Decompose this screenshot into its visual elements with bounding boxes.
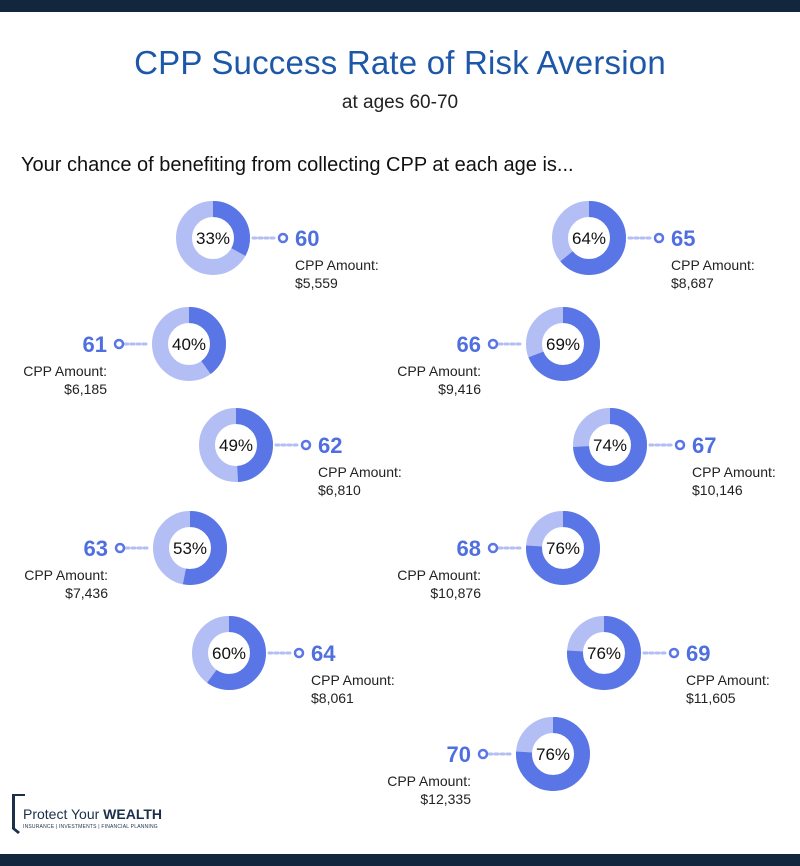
amount-value: $8,061 xyxy=(311,690,354,706)
top-band xyxy=(0,0,800,12)
donut-value-arc xyxy=(192,616,266,690)
bottom-band xyxy=(0,854,800,866)
amount-value: $10,876 xyxy=(430,585,481,601)
age-label: 61 xyxy=(83,332,107,357)
amount-value: $5,559 xyxy=(295,275,338,291)
amount-value: $12,335 xyxy=(420,791,471,807)
percent-label: 53% xyxy=(173,539,207,558)
connector-dot xyxy=(300,439,312,451)
donut-item-66: 69% 66 CPP Amount: $9,416 xyxy=(397,307,600,397)
donut-item-64: 60% 64 CPP Amount: $8,061 xyxy=(192,616,395,706)
donut-value-arc xyxy=(176,201,250,275)
donut-value-arc xyxy=(153,511,227,585)
amount-caption: CPP Amount: xyxy=(397,567,481,583)
amount-caption: CPP Amount: xyxy=(23,363,107,379)
connector-dot xyxy=(674,439,686,451)
amount-caption: CPP Amount: xyxy=(671,257,755,273)
percent-label: 76% xyxy=(546,539,580,558)
percent-label: 74% xyxy=(593,436,627,455)
connector-dot xyxy=(668,647,680,659)
amount-caption: CPP Amount: xyxy=(387,773,471,789)
amount-value: $9,416 xyxy=(438,381,481,397)
donut-value-arc xyxy=(199,408,273,482)
donut-item-70: 76% 70 CPP Amount: $12,335 xyxy=(387,717,590,807)
connector-dot xyxy=(293,647,305,659)
donut-item-62: 49% 62 CPP Amount: $6,810 xyxy=(199,408,402,498)
donut-item-65: 64% 65 CPP Amount: $8,687 xyxy=(552,201,755,291)
donut-value-arc xyxy=(526,307,600,381)
donut-item-61: 40% 61 CPP Amount: $6,185 xyxy=(23,307,226,397)
percent-label: 60% xyxy=(212,644,246,663)
chart-title: CPP Success Rate of Risk Aversion xyxy=(134,44,666,81)
logo: Protect Your WEALTH INSURANCE | INVESTME… xyxy=(10,792,180,842)
amount-caption: CPP Amount: xyxy=(318,464,402,480)
age-label: 63 xyxy=(84,536,108,561)
connector-dot xyxy=(114,542,126,554)
donut-item-60: 33% 60 CPP Amount: $5,559 xyxy=(176,201,379,291)
amount-value: $8,687 xyxy=(671,275,714,291)
age-label: 67 xyxy=(692,433,716,458)
percent-label: 69% xyxy=(546,335,580,354)
age-label: 64 xyxy=(311,641,336,666)
age-label: 62 xyxy=(318,433,342,458)
donut-value-arc xyxy=(567,616,641,690)
logo-tagline: INSURANCE | INVESTMENTS | FINANCIAL PLAN… xyxy=(23,824,158,830)
connector-dot xyxy=(487,338,499,350)
connector-dot xyxy=(477,748,489,760)
age-label: 69 xyxy=(686,641,710,666)
connector-dot xyxy=(277,232,289,244)
amount-caption: CPP Amount: xyxy=(692,464,776,480)
donut-item-63: 53% 63 CPP Amount: $7,436 xyxy=(24,511,227,601)
amount-value: $11,605 xyxy=(686,690,736,706)
amount-caption: CPP Amount: xyxy=(686,672,770,688)
shield-icon xyxy=(12,794,25,834)
amount-value: $10,146 xyxy=(692,482,743,498)
logo-name: Protect Your WEALTH xyxy=(23,806,163,822)
amount-value: $7,436 xyxy=(65,585,108,601)
donut-value-arc xyxy=(552,201,626,275)
percent-label: 33% xyxy=(196,229,230,248)
connector-dot xyxy=(487,542,499,554)
percent-label: 49% xyxy=(219,436,253,455)
chart-subtitle: at ages 60-70 xyxy=(341,92,459,113)
amount-caption: CPP Amount: xyxy=(24,567,108,583)
percent-label: 76% xyxy=(587,644,621,663)
donut-value-arc xyxy=(516,717,590,791)
age-label: 70 xyxy=(447,742,471,767)
percent-label: 76% xyxy=(536,745,570,764)
age-label: 68 xyxy=(457,536,481,561)
donut-value-arc xyxy=(573,408,647,482)
connector-dot xyxy=(653,232,665,244)
amount-value: $6,185 xyxy=(64,381,107,397)
donut-value-arc xyxy=(526,511,600,585)
amount-value: $6,810 xyxy=(318,482,361,498)
age-label: 66 xyxy=(457,332,481,357)
amount-caption: CPP Amount: xyxy=(295,257,379,273)
age-label: 60 xyxy=(295,226,319,251)
connector-dot xyxy=(113,338,125,350)
percent-label: 64% xyxy=(572,229,606,248)
percent-label: 40% xyxy=(172,335,206,354)
amount-caption: CPP Amount: xyxy=(397,363,481,379)
age-label: 65 xyxy=(671,226,695,251)
donut-item-67: 74% 67 CPP Amount: $10,146 xyxy=(573,408,776,498)
donut-item-69: 76% 69 CPP Amount: $11,605 xyxy=(567,616,770,706)
donut-value-arc xyxy=(152,307,226,381)
amount-caption: CPP Amount: xyxy=(311,672,395,688)
intro-text: Your chance of benefiting from collectin… xyxy=(21,154,574,176)
donut-item-68: 76% 68 CPP Amount: $10,876 xyxy=(397,511,600,601)
